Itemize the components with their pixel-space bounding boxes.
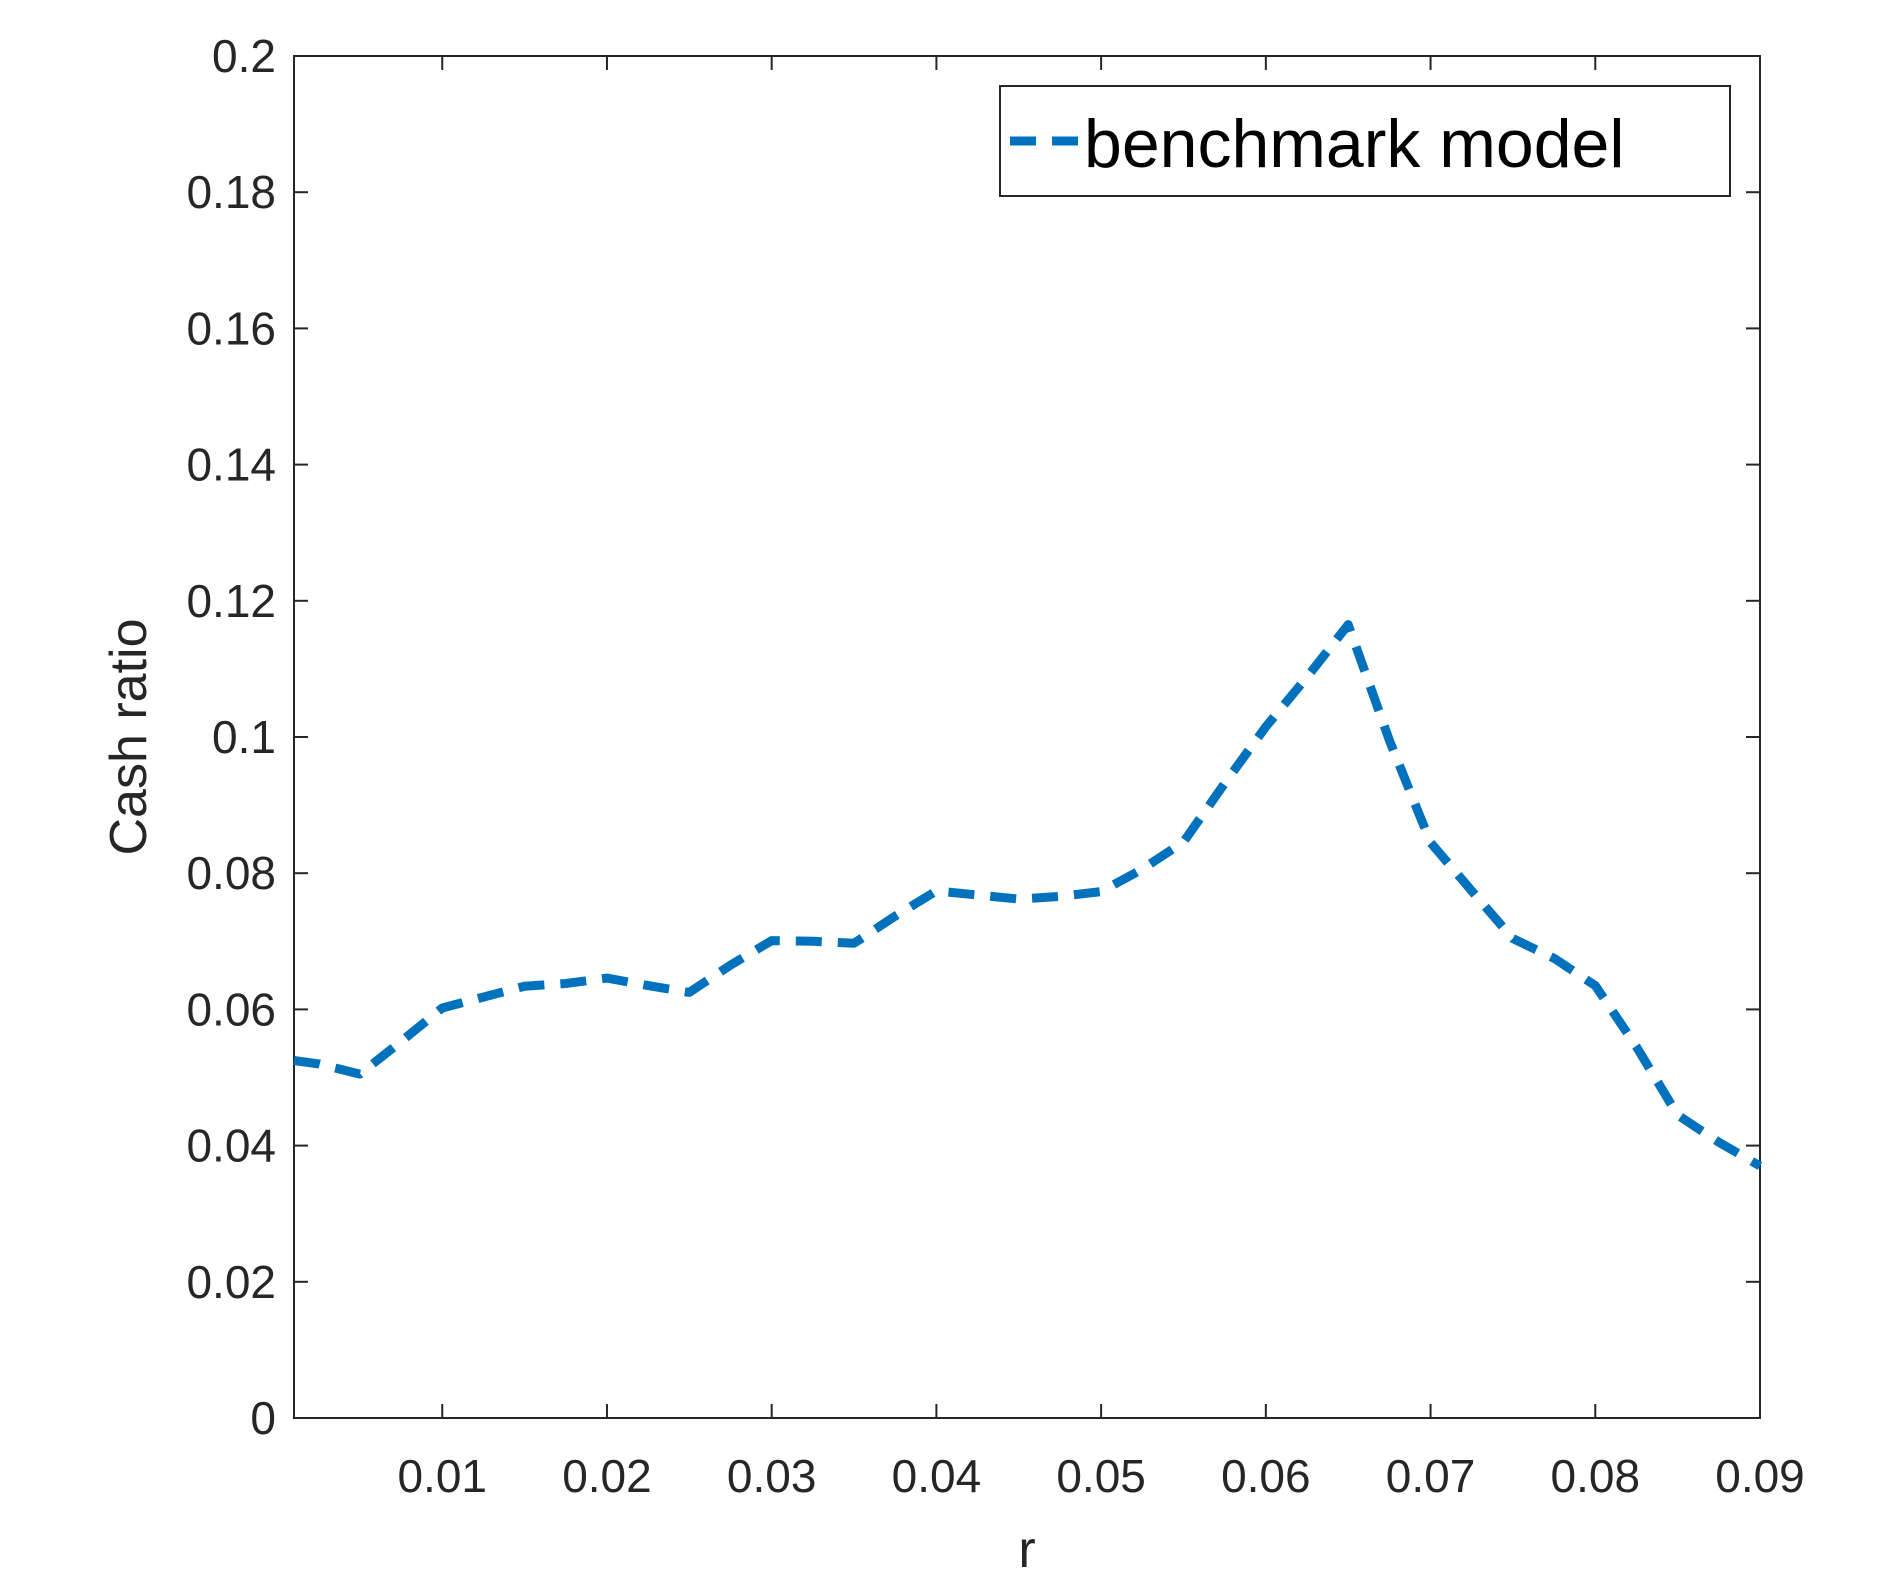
legend-label: benchmark model xyxy=(1084,106,1624,182)
x-tick-label: 0.05 xyxy=(1056,1450,1146,1502)
x-tick-label: 0.03 xyxy=(727,1450,817,1502)
y-tick-label: 0.14 xyxy=(186,439,276,491)
x-axis-label: r xyxy=(1018,1521,1035,1572)
y-tick-label: 0.1 xyxy=(212,711,276,763)
y-axis-label: Cash ratio xyxy=(100,619,158,856)
legend: benchmark model xyxy=(999,85,1731,197)
series-line xyxy=(293,620,1763,1170)
x-tick-label: 0.09 xyxy=(1715,1450,1805,1502)
y-tick-label: 0 xyxy=(250,1392,276,1444)
y-tick-label: 0.08 xyxy=(186,847,276,899)
y-axis: 0 0.02 0.04 0.06 0.08 0.1 0.12 0.14 0.16 0.18 0.2 xyxy=(186,30,1760,1444)
x-tick-label: 0.08 xyxy=(1551,1450,1641,1502)
y-tick-label: 0.18 xyxy=(186,166,276,218)
x-tick-label: 0.01 xyxy=(397,1450,487,1502)
y-tick-label: 0.06 xyxy=(186,983,276,1035)
y-tick-label: 0.12 xyxy=(186,575,276,627)
x-axis: 0.01 0.02 0.03 0.04 0.05 0.06 0.07 0.08 0.09 xyxy=(397,56,1805,1502)
y-tick-label: 0.16 xyxy=(186,302,276,354)
x-tick-label: 0.02 xyxy=(562,1450,652,1502)
y-tick-label: 0.02 xyxy=(186,1256,276,1308)
x-tick-label: 0.04 xyxy=(892,1450,982,1502)
series-layer xyxy=(293,620,1763,1170)
y-tick-label: 0.04 xyxy=(186,1120,276,1172)
x-tick-label: 0.06 xyxy=(1221,1450,1311,1502)
plot-area xyxy=(293,55,1761,1419)
y-tick-label: 0.2 xyxy=(212,30,276,82)
legend-box xyxy=(999,85,1731,197)
x-tick-label: 0.07 xyxy=(1386,1450,1476,1502)
